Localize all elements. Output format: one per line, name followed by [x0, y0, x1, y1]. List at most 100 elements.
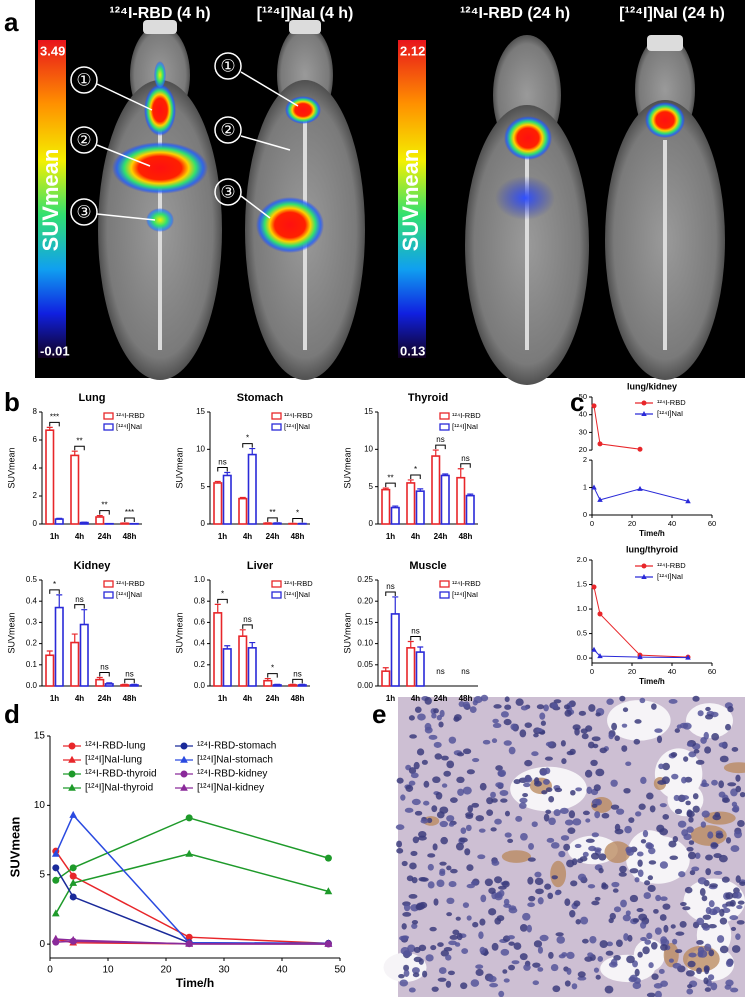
nucleus — [637, 859, 643, 867]
legend-swatch — [271, 580, 282, 588]
marker — [591, 403, 597, 409]
marker — [637, 485, 643, 491]
error-bar — [289, 683, 296, 686]
nucleus — [697, 946, 705, 954]
nucleus — [551, 702, 559, 709]
error-bar — [121, 683, 128, 685]
nucleus — [671, 773, 679, 780]
nucleus — [662, 813, 670, 820]
nucleus — [479, 946, 486, 954]
nucleus — [640, 839, 647, 844]
series-line — [55, 850, 329, 945]
nucleus — [637, 951, 643, 958]
error-bar — [392, 596, 399, 614]
nucleus — [634, 719, 642, 724]
nucleus — [614, 735, 620, 742]
legend-label: [¹²⁴I]NaI-lung — [85, 755, 142, 766]
x-tick-label: 1h — [218, 532, 227, 541]
error-bar — [264, 677, 271, 681]
nucleus — [432, 843, 438, 851]
nucleus — [540, 720, 546, 726]
nucleus — [686, 742, 694, 747]
nucleus — [696, 967, 702, 975]
significance-bracket — [267, 517, 278, 522]
nucleus — [662, 903, 671, 910]
nucleus — [523, 782, 531, 788]
bar — [129, 684, 139, 687]
image-title: ¹²⁴I-RBD (4 h) — [109, 5, 210, 22]
nucleus — [577, 971, 586, 978]
error-bar — [392, 505, 399, 508]
nucleus — [689, 870, 696, 876]
nucleus — [708, 924, 717, 929]
nucleus — [735, 875, 741, 883]
nucleus — [570, 789, 576, 796]
nucleus — [610, 804, 620, 810]
nucleus — [564, 819, 574, 826]
nucleus — [564, 709, 572, 717]
marker-number: ① — [76, 70, 91, 89]
nucleus — [606, 698, 614, 705]
nucleus — [594, 811, 601, 819]
nucleus — [543, 704, 549, 712]
nucleus — [448, 940, 457, 946]
error-bar — [382, 667, 389, 672]
nucleus — [558, 850, 566, 858]
nucleus — [454, 942, 461, 947]
nucleus — [420, 819, 429, 824]
nucleus — [425, 954, 434, 962]
y-tick-label: 0 — [39, 939, 45, 950]
nucleus — [702, 925, 710, 931]
nucleus — [553, 809, 561, 817]
nucleus — [488, 887, 496, 894]
y-tick-label: 15 — [34, 731, 46, 742]
nucleus — [735, 785, 742, 793]
nucleus — [660, 896, 668, 902]
significance-label: * — [414, 465, 417, 474]
error-bar — [214, 603, 221, 613]
nucleus — [598, 853, 607, 861]
nucleus — [668, 699, 678, 704]
nucleus — [704, 746, 712, 754]
nucleus — [680, 795, 690, 800]
nucleus — [495, 765, 503, 771]
nucleus — [585, 818, 591, 823]
nucleus — [543, 813, 550, 822]
bar — [456, 476, 466, 525]
nucleus — [472, 921, 479, 928]
nucleus — [648, 860, 657, 865]
nucleus — [472, 699, 478, 706]
nucleus — [459, 837, 468, 843]
y-tick-label: 0.20 — [357, 596, 373, 605]
nucleus — [418, 830, 427, 838]
stain — [604, 841, 631, 864]
nucleus — [584, 769, 593, 778]
x-tick-label: 40 — [668, 519, 676, 528]
nucleus — [571, 858, 578, 866]
nucleus — [587, 741, 595, 749]
nucleus — [527, 876, 534, 885]
bar — [45, 429, 55, 525]
nucleus — [582, 851, 589, 858]
nucleus — [595, 974, 601, 980]
nucleus — [581, 733, 589, 740]
nucleus — [687, 960, 696, 968]
nucleus — [588, 704, 596, 712]
nucleus — [429, 926, 437, 932]
colorbar-max: 2.12 — [400, 43, 425, 58]
x-tick-label: 24h — [98, 532, 112, 541]
nucleus — [467, 805, 474, 813]
error-bar — [56, 517, 63, 520]
nucleus — [584, 956, 593, 962]
colorbar-title: SUVmean — [398, 149, 423, 252]
histology-image — [383, 694, 745, 997]
colorbar-title: SUVmean — [38, 149, 63, 252]
nucleus — [736, 920, 745, 925]
marker — [185, 814, 193, 822]
nucleus — [482, 739, 491, 745]
nucleus — [582, 810, 590, 816]
bar — [406, 647, 416, 687]
nucleus — [575, 787, 583, 792]
nucleus — [731, 945, 741, 953]
nucleus — [478, 931, 484, 939]
